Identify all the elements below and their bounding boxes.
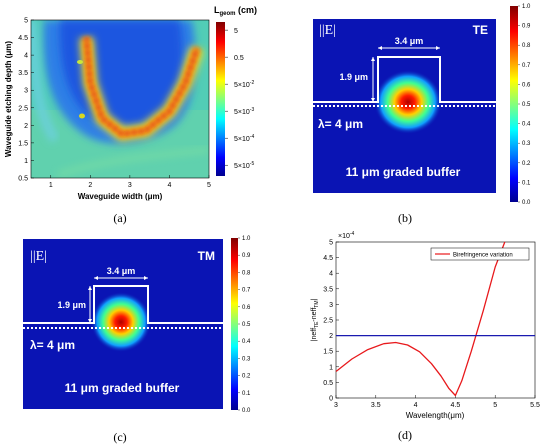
y-tick-a-8: 4.5 [18,35,28,42]
cbC-tick-9: 0.1 [242,391,251,397]
buffer-label-tm: 11 μm graded buffer [65,381,180,395]
x-tick-d-5: 5.5 [530,402,540,409]
chart-c: ||E| TM 3.4 μm 1.9 μm λ= 4 μm 11 μm grad… [23,236,251,414]
chart-b: ||E| TE 3.4 μm 1.9 μm λ= 4 μm 11 μm grad… [313,4,531,206]
cbB-tick-7: 0.3 [522,141,531,147]
mode-label-te: TE [473,23,488,37]
chart-a: 1 2 3 4 5 0.5 1 1.5 2 2.5 3 3.5 4 4.5 5 Waveguide widt… [4,5,257,201]
colorbar-a [216,22,225,176]
y-multiplier-d: ×10-4 [338,231,355,240]
wavelength-label-te: λ= 4 μm [318,117,363,131]
cbB-tick-1: 0.9 [522,24,531,30]
cbB-tick-5: 0.5 [522,102,531,108]
cbB-tick-10: 0.0 [522,200,531,206]
y-tick-d-2: 1 [329,364,333,371]
x-tick-d-3: 4.5 [451,402,461,409]
y-tick-a-1: 1 [24,158,28,165]
y-tick-d-0: 0 [329,396,333,403]
field-symbol-te: ||E| [319,23,336,38]
te-mode-profile [374,70,442,134]
x-tick-a-3: 4 [167,182,171,189]
colorbar-tick-a-1: 0.5 [234,55,244,62]
colorbar-c [231,238,238,410]
x-tick-d-4: 5 [493,402,497,409]
y-tick-d-1: 0.5 [323,380,333,387]
cbC-tick-2: 0.8 [242,270,251,276]
y-axis-label-a: Waveguide etching depth (μm) [4,41,13,157]
cbC-tick-0: 1.0 [242,236,251,242]
depth-label-te: 1.9 μm [339,72,368,82]
cbC-tick-7: 0.3 [242,356,251,362]
chart-d: 3 3.5 4 4.5 5 5.500.511.522.533.544.55 ×10-4 … [311,231,540,420]
cbB-tick-2: 0.8 [522,43,531,49]
x-tick-a-0: 1 [49,182,53,189]
series-line-d-0 [335,241,506,397]
x-axis-label-d: Wavelength(μm) [406,411,465,420]
caption-d: (d) [398,428,412,442]
x-axis-label-a: Waveguide width (μm) [78,192,163,201]
y-tick-d-8: 4 [329,271,333,278]
x-tick-d-0: 3 [334,402,338,409]
cbC-tick-5: 0.5 [242,322,251,328]
waveguide-outline-te [313,56,496,103]
y-tick-a-3: 2 [24,123,28,130]
mode-label-tm: TM [198,249,215,263]
y-tick-a-9: 5 [24,18,28,25]
cbB-tick-3: 0.7 [522,63,531,69]
tm-mode-profile [91,292,151,352]
y-tick-a-7: 4 [24,53,28,60]
colorbar-tick-a-3: 5×10-3 [234,107,254,116]
cbC-tick-10: 0.0 [242,408,251,414]
cbC-tick-8: 0.2 [242,374,251,380]
legend-label-d: Birefringence variation [453,253,513,259]
y-tick-a-6: 3.5 [18,70,28,77]
width-label-te: 3.4 μm [395,36,424,46]
cbB-tick-8: 0.2 [522,161,531,167]
x-tick-a-2: 3 [128,182,132,189]
y-tick-a-0: 0.5 [18,176,28,183]
x-tick-d-1: 3.5 [371,402,381,409]
y-tick-d-3: 1.5 [323,349,333,356]
heatmap-a-field [31,20,209,178]
buffer-label-te: 11 μm graded buffer [346,165,461,179]
cbC-tick-6: 0.4 [242,339,251,345]
cbB-tick-9: 0.1 [522,180,531,186]
cbC-tick-1: 0.9 [242,253,251,259]
x-tick-a-1: 2 [88,182,92,189]
x-tick-d-2: 4 [414,402,418,409]
waveguide-outline-tm [23,285,223,324]
y-tick-d-6: 3 [329,302,333,309]
y-tick-a-5: 3 [24,88,28,95]
depth-label-tm: 1.9 μm [57,300,86,310]
y-tick-a-4: 2.5 [18,105,28,112]
colorbar-title-a: Lgeom (cm) [214,5,257,17]
caption-b: (b) [398,211,412,225]
legend-d: Birefringence variation [430,247,530,261]
colorbar-tick-a-4: 5×10-4 [234,134,254,143]
wavelength-label-tm: λ= 4 μm [30,338,75,352]
colorbar-b [510,6,518,202]
width-label-tm: 3.4 μm [107,266,136,276]
x-tick-a-4: 5 [207,182,211,189]
cbB-tick-6: 0.4 [522,122,531,128]
cbB-tick-4: 0.6 [522,82,531,88]
y-tick-d-5: 2.5 [323,318,333,325]
colorbar-tick-a-0: 5 [234,28,238,35]
y-tick-d-9: 4.5 [323,255,333,262]
colorbar-tick-a-5: 5×10-5 [234,161,254,170]
y-tick-d-7: 3.5 [323,286,333,293]
cbC-tick-4: 0.6 [242,305,251,311]
y-tick-d-10: 5 [329,240,333,247]
field-symbol-tm: ||E| [30,249,47,264]
cbB-tick-0: 1.0 [522,4,531,10]
colorbar-tick-a-2: 5×10-2 [234,80,254,89]
y-tick-a-2: 1.5 [18,140,28,147]
y-tick-d-4: 2 [329,333,333,340]
y-axis-label-d: |neffTE-neffTM| [311,298,320,341]
caption-c: (c) [113,430,127,444]
caption-a: (a) [113,211,127,225]
cbC-tick-3: 0.7 [242,288,251,294]
